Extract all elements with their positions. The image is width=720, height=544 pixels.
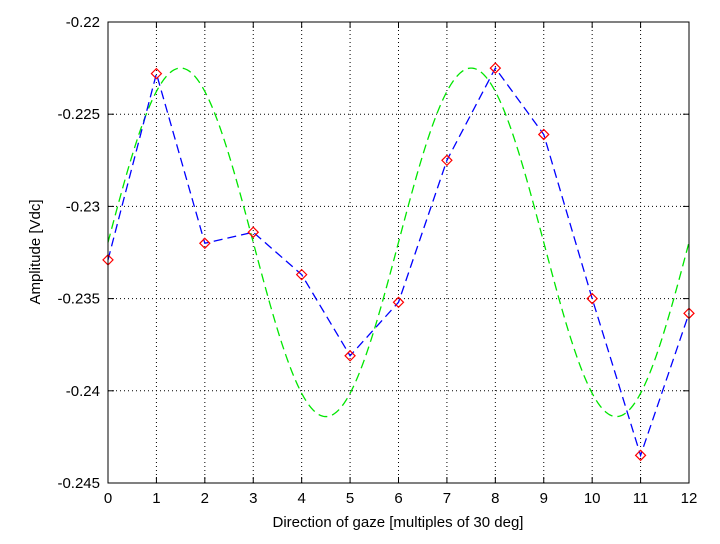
data-point-marker (295, 268, 308, 281)
x-tick-label: 5 (346, 490, 354, 507)
tick-marks (107, 21, 690, 484)
y-tick-label: -0.24 (66, 383, 100, 400)
x-tick-label: 1 (152, 490, 160, 507)
data-point-marker (537, 128, 550, 141)
x-tick-label: 0 (104, 490, 112, 507)
y-axis-label: Amplitude [Vdc] (27, 199, 44, 304)
data-point-marker (441, 154, 453, 167)
x-tick-label: 7 (443, 490, 451, 507)
fit-curve-line (107, 67, 690, 418)
y-tick-label: -0.245 (57, 475, 100, 492)
y-tick-label: -0.225 (57, 106, 100, 123)
measured-series-line (107, 66, 690, 458)
x-tick-label: 12 (681, 490, 698, 507)
y-tick-labels: -0.245 -0.24 -0.235 -0.23 -0.225 -0.22 (57, 14, 100, 492)
data-point-marker (198, 237, 211, 250)
data-point-marker (150, 67, 163, 80)
x-tick-label: 2 (201, 490, 209, 507)
y-tick-label: -0.22 (66, 14, 100, 31)
data-point-marker (392, 296, 405, 309)
x-tick-label: 6 (394, 490, 402, 507)
x-tick-label: 3 (249, 490, 257, 507)
data-point-marker (586, 292, 599, 305)
data-point-marker (247, 226, 260, 239)
series-layer (102, 62, 695, 462)
grid-lines (108, 22, 689, 483)
data-point-marker (489, 62, 502, 74)
x-tick-label: 8 (491, 490, 499, 507)
y-tick-label: -0.23 (66, 198, 100, 215)
plot-area (108, 22, 689, 483)
x-tick-label: 10 (584, 490, 601, 507)
y-tick-label: -0.235 (57, 291, 100, 308)
x-tick-label: 4 (297, 490, 305, 507)
x-tick-label: 9 (540, 490, 548, 507)
data-point-marker (634, 449, 647, 462)
x-tick-label: 11 (633, 490, 649, 507)
data-point-marker (344, 349, 356, 362)
x-axis-label: Direction of gaze [multiples of 30 deg] (273, 514, 524, 531)
x-tick-labels: 0 1 2 3 4 5 6 7 8 9 10 11 12 (104, 490, 698, 507)
